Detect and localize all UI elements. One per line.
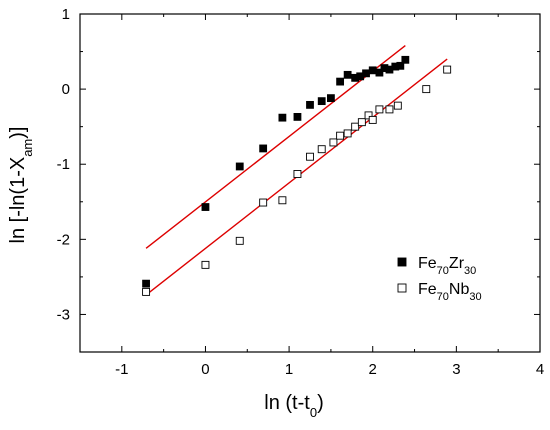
x-axis-label-tail: ) [317, 392, 324, 414]
y-axis-label-subscript: am [20, 139, 35, 157]
data-point-filled-square [235, 162, 244, 171]
data-point-filled-square [327, 94, 335, 103]
data-point-filled-square [368, 66, 377, 75]
legend-element: Nb [449, 281, 470, 298]
y-tick-label: -2 [57, 231, 70, 248]
data-point-open-square [343, 129, 352, 138]
data-point-filled-square [201, 203, 210, 211]
data-point-filled-square [362, 69, 370, 78]
x-tick-label: -1 [115, 361, 128, 378]
data-point-filled-square [293, 113, 302, 121]
y-axis-label-tail: )] [7, 127, 29, 139]
data-point-open-square [357, 118, 366, 127]
legend-subscript: 70 [437, 265, 449, 277]
legend-marker-series-2 [397, 283, 407, 293]
data-point-filled-square [278, 113, 287, 122]
x-axis-label-subscript: 0 [310, 405, 317, 420]
plot-frame [79, 13, 541, 353]
y-axis-ticks: -3 -2 -1 0 1 [57, 6, 540, 353]
data-point-filled-square [401, 55, 410, 64]
legend-element: Fe [418, 281, 437, 298]
x-tick-label: 4 [536, 361, 544, 378]
x-axis-label-main: ln (t-t [264, 392, 310, 414]
y-tick-label: -1 [57, 156, 70, 173]
data-point-open-square [329, 138, 338, 147]
data-point-filled-square [375, 68, 384, 77]
legend-subscript: 30 [469, 291, 481, 303]
data-point-filled-square [343, 70, 352, 79]
legend-element: Zr [449, 255, 465, 272]
data-point-open-square [293, 170, 302, 178]
x-tick-label: 0 [201, 361, 209, 378]
data-point-open-square [142, 287, 151, 296]
data-point-filled-square [306, 100, 314, 109]
x-axis-label: ln (t-t0) [264, 392, 323, 420]
legend-element: Fe [418, 255, 437, 272]
legend-label-series-2: Fe70Nb30 [418, 281, 482, 303]
data-point-open-square [306, 152, 314, 161]
data-point-open-square [259, 198, 268, 207]
legend-marker-series-1 [397, 257, 407, 267]
x-tick-label: 1 [285, 361, 293, 378]
x-tick-label: 3 [452, 361, 460, 378]
data-point-filled-square [336, 77, 345, 86]
data-point-filled-square [259, 144, 268, 153]
data-point-open-square [375, 105, 384, 114]
y-tick-label: 1 [62, 6, 70, 23]
x-tick-label: 2 [369, 361, 377, 378]
data-point-filled-square [317, 97, 326, 106]
data-point-open-square [385, 105, 394, 114]
x-axis-ticks: -1 0 1 2 3 4 [79, 14, 544, 378]
plot-area-border [79, 13, 541, 353]
data-point-open-square [422, 85, 431, 94]
data-point-filled-square [142, 279, 150, 288]
y-axis-label-main: ln [-ln(1-X [7, 157, 29, 244]
legend-subscript: 30 [464, 265, 476, 277]
y-tick-label: 0 [62, 81, 70, 98]
legend-subscript: 70 [437, 291, 449, 303]
data-point-open-square [351, 122, 360, 131]
data-point-open-square [278, 196, 287, 205]
data-point-open-square [368, 115, 377, 124]
legend-label-series-1: Fe70Zr30 [418, 255, 476, 277]
data-point-open-square [317, 145, 326, 154]
y-axis-label: ln [-ln(1-Xam)] [7, 127, 35, 244]
y-tick-label: -3 [57, 306, 70, 323]
data-point-open-square [443, 65, 452, 74]
data-markers [142, 55, 452, 296]
data-point-open-square [364, 111, 373, 120]
data-point-open-square [201, 260, 210, 269]
data-point-filled-square [396, 61, 405, 70]
data-point-open-square [235, 236, 244, 245]
data-point-open-square [393, 101, 402, 110]
data-point-open-square [336, 131, 345, 140]
